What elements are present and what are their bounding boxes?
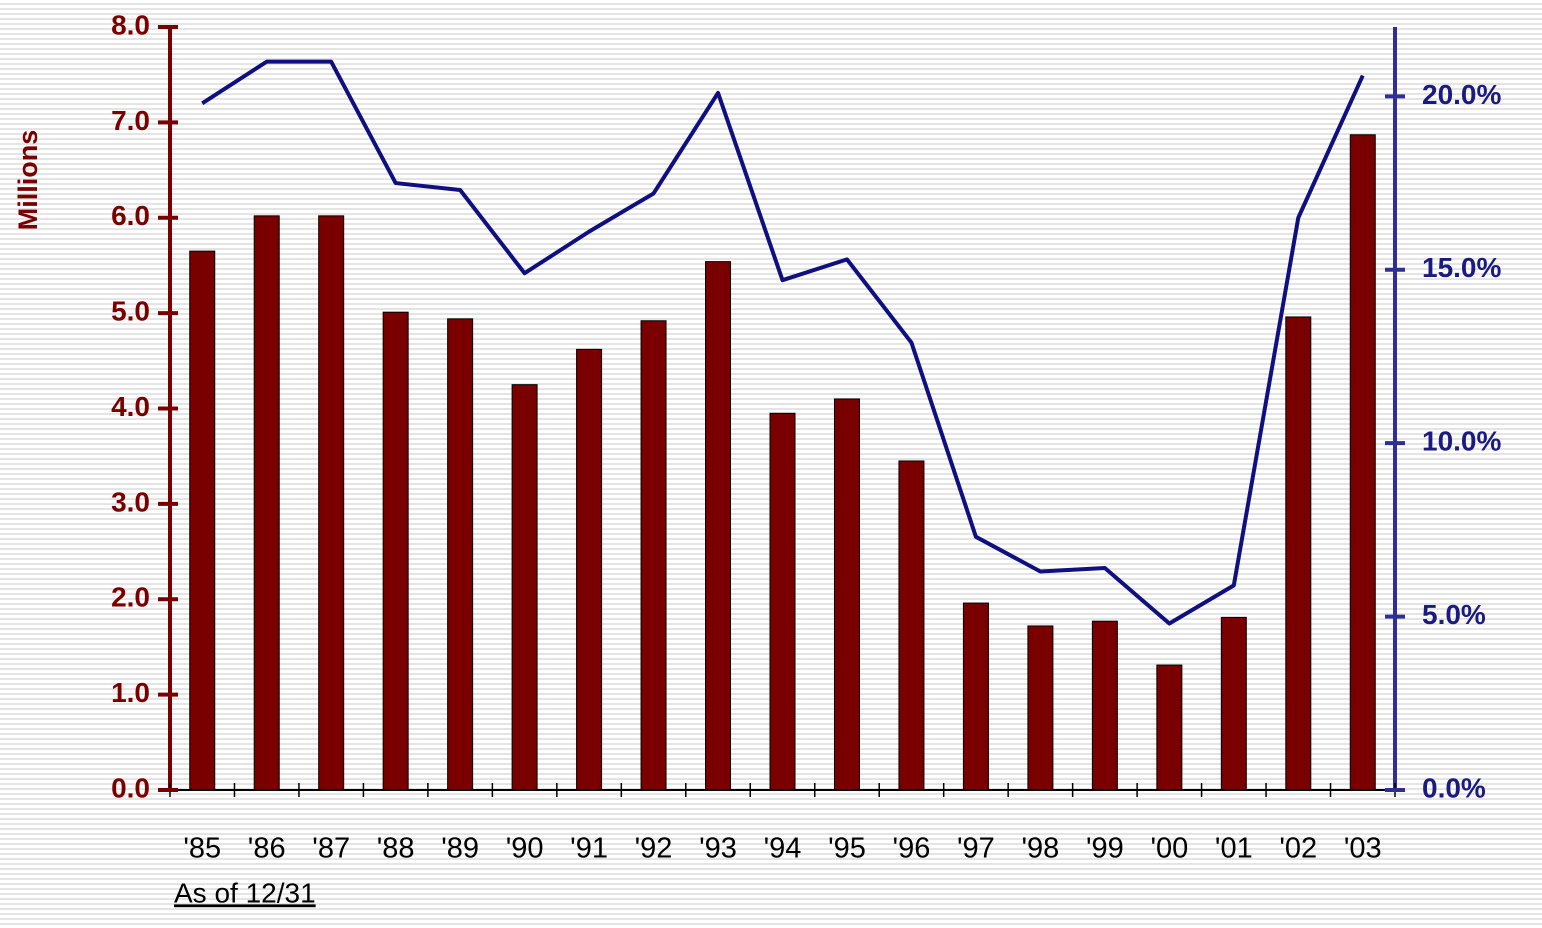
x-tick-label: '87 — [312, 833, 350, 865]
x-tick-label: '89 — [441, 833, 479, 865]
x-tick-label: '88 — [377, 833, 415, 865]
y-tick-label: 1.0 — [111, 677, 150, 708]
x-tick-label: '92 — [635, 833, 673, 865]
line — [201, 59, 1365, 626]
y-tick-label: 7.0 — [111, 105, 150, 136]
bar — [833, 398, 860, 791]
note: As of 12/31 — [174, 877, 316, 908]
bar — [1027, 625, 1054, 791]
bar — [1220, 616, 1247, 791]
y2-tick-label: 20.0% — [1422, 79, 1501, 110]
bar — [962, 602, 989, 791]
x-tick-label: '85 — [183, 833, 221, 865]
x-tick-label: '94 — [764, 833, 802, 865]
bar — [1156, 664, 1183, 791]
bar — [511, 384, 538, 791]
bar — [1349, 134, 1376, 791]
x-tick-label: '00 — [1150, 833, 1188, 865]
x-tick-label: '96 — [893, 833, 931, 865]
y-tick-label: 2.0 — [111, 582, 150, 613]
x-tick-label: '93 — [699, 833, 737, 865]
bar — [382, 311, 409, 791]
x-tick-label: '99 — [1086, 833, 1124, 865]
x-tick-label: '86 — [248, 833, 286, 865]
x-tick-label: '98 — [1021, 833, 1059, 865]
x-tick-label: '90 — [506, 833, 544, 865]
y-tick-label: 5.0 — [111, 296, 150, 327]
bar — [705, 261, 732, 791]
bar — [253, 215, 280, 791]
bar — [189, 250, 216, 791]
bar — [1091, 620, 1118, 791]
y-tick-label: 3.0 — [111, 486, 150, 517]
bar — [1285, 316, 1312, 791]
y2-tick-label: 15.0% — [1422, 252, 1501, 283]
y-axis-title: Millions — [13, 130, 43, 231]
y2-tick-label: 5.0% — [1422, 599, 1486, 630]
bar — [640, 320, 667, 791]
bar — [898, 460, 925, 791]
x-tick-label: '95 — [828, 833, 866, 865]
bar — [769, 412, 796, 791]
y-tick-label: 0.0 — [111, 772, 150, 803]
x-tick-label: '01 — [1215, 833, 1253, 865]
bar — [576, 348, 603, 791]
bar — [318, 215, 345, 791]
x-tick-label: '03 — [1344, 833, 1382, 865]
bar — [447, 318, 474, 791]
y2-tick-label: 0.0% — [1422, 772, 1486, 803]
x-tick-label: '91 — [570, 833, 608, 865]
y2-tick-label: 10.0% — [1422, 426, 1501, 457]
x-tick-label: '97 — [957, 833, 995, 865]
x-tick-label: '02 — [1279, 833, 1317, 865]
y-tick-label: 6.0 — [111, 200, 150, 231]
y-tick-label: 4.0 — [111, 391, 150, 422]
y-tick-label: 8.0 — [111, 9, 150, 40]
